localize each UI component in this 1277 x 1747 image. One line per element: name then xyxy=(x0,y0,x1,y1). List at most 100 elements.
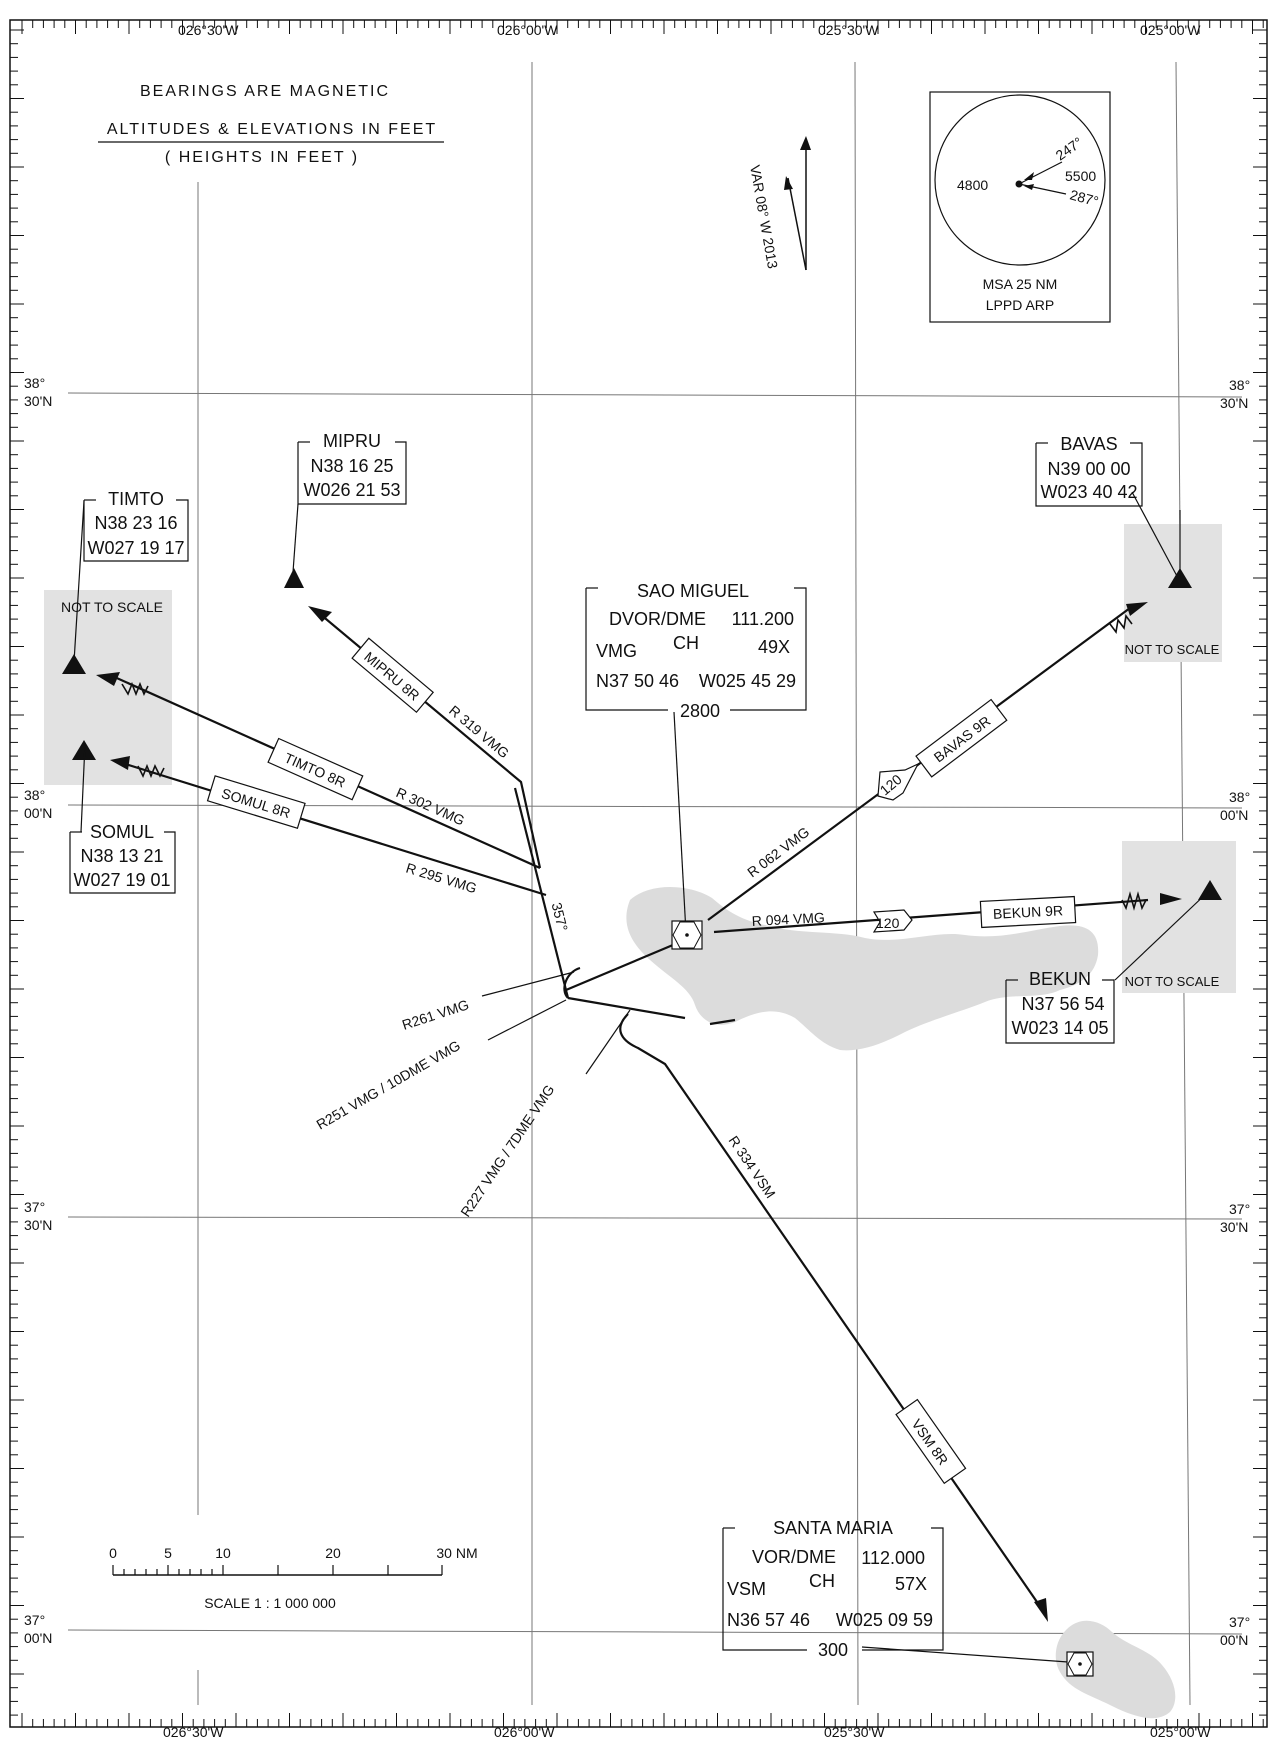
svg-text:BEKUN: BEKUN xyxy=(1029,969,1091,989)
svg-text:38°: 38° xyxy=(1229,789,1250,805)
svg-text:BAVAS: BAVAS xyxy=(1060,434,1117,454)
fix-box-bekun: BEKUN N37 56 54 W023 14 05 xyxy=(1005,969,1115,1044)
label-r062: R 062 VMG xyxy=(744,824,812,881)
svg-text:38°: 38° xyxy=(24,787,45,803)
island-santa-maria xyxy=(1055,1620,1176,1719)
label-r261: R261 VMG xyxy=(400,996,471,1033)
inset-bavas xyxy=(1124,524,1222,662)
svg-text:BEKUN 9R: BEKUN 9R xyxy=(993,902,1064,922)
inset-west xyxy=(44,590,172,785)
svg-text:W023 14 05: W023 14 05 xyxy=(1011,1018,1108,1038)
svg-text:30'N: 30'N xyxy=(24,393,52,409)
svg-text:W025 45 29: W025 45 29 xyxy=(699,671,796,691)
label-bekun-9r: BEKUN 9R xyxy=(979,895,1077,929)
svg-text:CH: CH xyxy=(673,633,699,653)
vor-symbol-vsm xyxy=(1066,1651,1094,1677)
scale-label-end: 30 NM xyxy=(436,1545,477,1561)
svg-text:TIMTO: TIMTO xyxy=(108,489,164,509)
msa-line-2: LPPD ARP xyxy=(986,297,1054,313)
route-lines xyxy=(109,607,1149,1616)
svg-text:57X: 57X xyxy=(895,1574,927,1594)
label-bavas-9r: BAVAS 9R xyxy=(915,698,1008,778)
label-r319: R 319 VMG xyxy=(446,702,512,761)
note-bearings: BEARINGS ARE MAGNETIC xyxy=(140,83,390,100)
svg-text:300: 300 xyxy=(818,1640,848,1660)
island-sao-miguel xyxy=(626,887,1099,1051)
altitude-marker-bekun: 120 xyxy=(872,909,913,933)
msa-bearing-2: 287° xyxy=(1068,186,1100,209)
lon-label-top-4: 025°00'W xyxy=(1140,22,1201,38)
svg-text:N36 57 46: N36 57 46 xyxy=(727,1610,810,1630)
svg-text:111.200: 111.200 xyxy=(732,609,794,629)
arrowheads xyxy=(96,602,1182,1622)
fix-box-timto: TIMTO N38 23 16 W027 19 17 xyxy=(83,489,189,562)
svg-text:38°: 38° xyxy=(24,375,45,391)
label-timto-8r: TIMTO 8R xyxy=(267,737,364,801)
lon-label-bottom-2: 026°00'W xyxy=(494,1724,555,1740)
svg-text:SOMUL: SOMUL xyxy=(90,822,154,842)
svg-text:W025 09 59: W025 09 59 xyxy=(836,1610,933,1630)
svg-text:SANTA MARIA: SANTA MARIA xyxy=(773,1518,893,1538)
msa-line-1: MSA 25 NM xyxy=(983,276,1058,292)
svg-text:00'N: 00'N xyxy=(1220,1632,1248,1648)
svg-text:VMG: VMG xyxy=(596,641,637,661)
svg-text:N38 16 25: N38 16 25 xyxy=(310,456,393,476)
fix-mipru-triangle xyxy=(284,568,304,588)
svg-text:30'N: 30'N xyxy=(24,1217,52,1233)
svg-text:00'N: 00'N xyxy=(24,805,52,821)
fix-somul-triangle xyxy=(72,740,96,760)
svg-text:N37 56 54: N37 56 54 xyxy=(1021,994,1104,1014)
svg-text:37°: 37° xyxy=(24,1199,45,1215)
svg-text:VSM: VSM xyxy=(727,1579,766,1599)
lat-labels-left: 38° 30'N 38° 00'N 37° 30'N 37° 00'N xyxy=(24,375,52,1646)
svg-text:W023 40 42: W023 40 42 xyxy=(1040,482,1137,502)
svg-text:N39 00 00: N39 00 00 xyxy=(1047,459,1130,479)
fix-box-somul: SOMUL N38 13 21 W027 19 01 xyxy=(69,822,176,894)
scale-label-0: 0 xyxy=(109,1545,117,1561)
variation-label: VAR 08° W 2013 xyxy=(747,164,781,270)
svg-text:W027 19 17: W027 19 17 xyxy=(87,538,184,558)
graticule xyxy=(67,61,1243,1706)
svg-text:30'N: 30'N xyxy=(1220,395,1248,411)
svg-text:00'N: 00'N xyxy=(24,1630,52,1646)
svg-text:N37 50 46: N37 50 46 xyxy=(596,671,679,691)
msa-left-alt: 4800 xyxy=(957,177,988,193)
altitude-marker-bavas: 120 xyxy=(877,762,920,801)
label-r227: R227 VMG / 7DME VMG xyxy=(457,1082,557,1220)
vor-symbol-vmg xyxy=(671,920,703,950)
svg-text:37°: 37° xyxy=(1229,1614,1250,1630)
svg-text:N38 23 16: N38 23 16 xyxy=(94,513,177,533)
inset-bekun-label: NOT TO SCALE xyxy=(1125,974,1220,989)
label-r251: R251 VMG / 10DME VMG xyxy=(314,1037,464,1133)
leader-lines xyxy=(481,971,631,1075)
map-frame xyxy=(9,19,1268,1728)
svg-text:30'N: 30'N xyxy=(1220,1219,1248,1235)
santa-maria-leader xyxy=(861,1646,1069,1663)
scale-caption: SCALE 1 : 1 000 000 xyxy=(204,1595,336,1611)
svg-text:SAO MIGUEL: SAO MIGUEL xyxy=(637,581,749,601)
navaid-box-sao-miguel: SAO MIGUEL DVOR/DME 111.200 VMG CH 49X N… xyxy=(585,581,807,721)
svg-text:37°: 37° xyxy=(1229,1201,1250,1217)
magnetic-variation: VAR 08° W 2013 xyxy=(747,136,811,271)
svg-text:W026 21 53: W026 21 53 xyxy=(303,480,400,500)
svg-text:38°: 38° xyxy=(1229,377,1250,393)
note-altitudes: ALTITUDES & ELEVATIONS IN FEET xyxy=(107,121,437,138)
msa-box: 4800 5500 247° 287° MSA 25 NM LPPD ARP xyxy=(929,91,1111,323)
scale-label-10: 10 xyxy=(215,1545,231,1561)
scale-label-5: 5 xyxy=(164,1545,172,1561)
label-mipru-8r: MIPRU 8R xyxy=(351,637,435,714)
sao-miguel-leader xyxy=(673,711,687,934)
msa-right-alt: 5500 xyxy=(1065,168,1096,184)
svg-text:MIPRU: MIPRU xyxy=(323,431,381,451)
border-ticks xyxy=(10,20,1267,1727)
lat-labels-right: 38° 30'N 38° 00'N 37° 30'N 37° 00'N xyxy=(1220,377,1250,1648)
svg-text:00'N: 00'N xyxy=(1220,807,1248,823)
inset-bavas-label: NOT TO SCALE xyxy=(1125,642,1220,657)
lon-label-top-1: 026°30'W xyxy=(178,22,239,38)
fix-box-mipru: MIPRU N38 16 25 W026 21 53 xyxy=(297,431,407,505)
label-somul-8r: SOMUL 8R xyxy=(206,775,306,829)
scale-label-20: 20 xyxy=(325,1545,341,1561)
lon-label-bottom-4: 025°00'W xyxy=(1150,1724,1211,1740)
svg-text:N38 13 21: N38 13 21 xyxy=(80,846,163,866)
